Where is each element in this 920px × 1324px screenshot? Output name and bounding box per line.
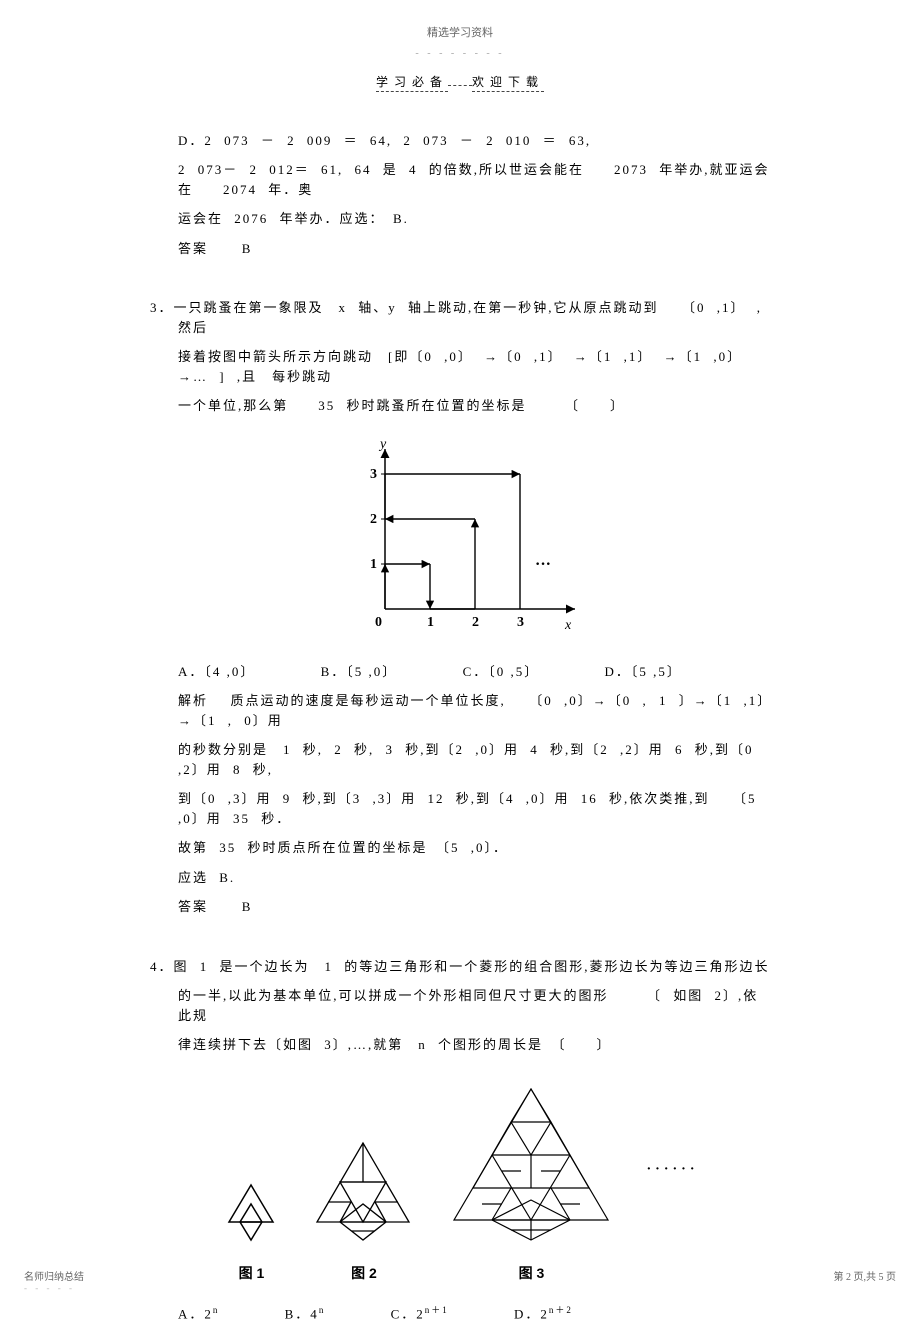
q4-dots: ······ bbox=[646, 1159, 698, 1210]
q4-line2: 的一半,以此为基本单位,可以拼成一个外形相同但尺寸更大的图形 〔 如图 2〕,依… bbox=[150, 986, 770, 1025]
footer-right: 第 2 页,共 5 页 bbox=[834, 1270, 897, 1285]
q3-text1: 一只跳蚤在第一象限及 x 轴、y 轴上跳动,在第一秒钟,它从原点跳动到 〔0 ,… bbox=[174, 300, 763, 335]
header-right: 欢迎下载 bbox=[472, 75, 544, 92]
q3-block: 3．一只跳蚤在第一象限及 x 轴、y 轴上跳动,在第一秒钟,它从原点跳动到 〔0… bbox=[150, 298, 770, 917]
q4-num: 4． bbox=[150, 959, 174, 974]
q4-optC: C．2n＋1 bbox=[391, 1304, 449, 1324]
q3-sol2: 的秒数分别是 1 秒, 2 秒, 3 秒,到〔2 ,0〕用 4 秒,到〔2 ,2… bbox=[150, 740, 770, 779]
q4-fig3-label: 图 3 bbox=[446, 1263, 616, 1284]
page: 精选学习资料 - - - - - - - - 学习必备 欢迎下载 D．2 073 … bbox=[0, 0, 920, 1303]
q4-figures: 图 1 bbox=[150, 1085, 770, 1285]
q3-ans-val: B bbox=[242, 899, 253, 914]
q3-line3: 一个单位,那么第 35 秒时跳蚤所在位置的坐标是 〔 〕 bbox=[150, 396, 770, 416]
q4-fig3-col: 图 3 bbox=[446, 1085, 616, 1285]
q4-fig3 bbox=[446, 1085, 616, 1250]
q4-options: A．2n B．4n C．2n＋1 D．2n＋2 bbox=[150, 1304, 770, 1324]
top-note: 精选学习资料 bbox=[150, 25, 770, 42]
svg-text:1: 1 bbox=[427, 615, 434, 630]
q2-answer: 答案 B bbox=[150, 239, 770, 259]
q3-answer: 答案 B bbox=[150, 897, 770, 917]
svg-text:y: y bbox=[378, 437, 387, 452]
q2-solution-block: D．2 073 － 2 009 ＝ 64, 2 073 － 2 010 ＝ 63… bbox=[150, 131, 770, 259]
q3-optC: C．〔0 ,5〕 bbox=[463, 662, 540, 682]
svg-text:1: 1 bbox=[370, 557, 377, 572]
q4-optD: D．2n＋2 bbox=[514, 1304, 573, 1324]
svg-text:0: 0 bbox=[375, 615, 382, 630]
svg-text:2: 2 bbox=[370, 512, 377, 527]
q3-line1: 3．一只跳蚤在第一象限及 x 轴、y 轴上跳动,在第一秒钟,它从原点跳动到 〔0… bbox=[150, 298, 770, 337]
q3-optB: B．〔5 ,0〕 bbox=[321, 662, 398, 682]
q4-line3: 律连续拼下去〔如图 3〕,…,就第 n 个图形的周长是 〔 〕 bbox=[150, 1035, 770, 1055]
q4-fig2-col: 图 2 bbox=[311, 1140, 416, 1285]
svg-text:···: ··· bbox=[535, 556, 551, 573]
q4-fig1 bbox=[221, 1180, 281, 1250]
svg-text:3: 3 bbox=[370, 467, 377, 482]
q4-optA: A．2n bbox=[178, 1304, 219, 1324]
q3-sol4: 故第 35 秒时质点所在位置的坐标是 〔5 ,0〕． bbox=[150, 838, 770, 858]
q4-block: 4．图 1 是一个边长为 1 的等边三角形和一个菱形的组合图形,菱形边长为等边三… bbox=[150, 957, 770, 1324]
q3-optD: D．〔5 ,5〕 bbox=[604, 662, 681, 682]
q3-ans-label: 答案 bbox=[178, 899, 208, 914]
q2-ans-val: B bbox=[242, 241, 253, 256]
svg-text:2: 2 bbox=[472, 615, 479, 630]
q4-fig2 bbox=[311, 1140, 416, 1250]
q3-optA: A．〔4 ,0〕 bbox=[178, 662, 255, 682]
q3-sol1: 解析 质点运动的速度是每秒运动一个单位长度, 〔0 ,0〕→〔0 , 1 〕→〔… bbox=[150, 691, 770, 730]
q2-line3: 运会在 2076 年举办．应选： B. bbox=[150, 209, 770, 229]
top-dashes: - - - - - - - - bbox=[150, 46, 770, 61]
q4-fig1-col: 图 1 bbox=[221, 1180, 281, 1285]
q3-sol3: 到〔0 ,3〕用 9 秒,到〔3 ,3〕用 12 秒,到〔4 ,0〕用 16 秒… bbox=[150, 789, 770, 828]
q4-fig1-label: 图 1 bbox=[221, 1263, 281, 1284]
q3-line2: 接着按图中箭头所示方向跳动 [即〔0 ,0〕 →〔0 ,1〕 →〔1 ,1〕 →… bbox=[150, 347, 770, 386]
header-line: 学习必备 欢迎下载 bbox=[150, 73, 770, 91]
q2-ans-label: 答案 bbox=[178, 241, 208, 256]
footer-dashes: - - - - - bbox=[24, 1282, 75, 1296]
header-left: 学习必备 bbox=[376, 75, 448, 92]
q3-sol5: 应选 B. bbox=[150, 868, 770, 888]
q2-line2: 2 073－ 2 012＝ 61, 64 是 4 的倍数,所以世运会能在 207… bbox=[150, 160, 770, 199]
svg-text:3: 3 bbox=[517, 615, 524, 630]
q4-optB: B．4n bbox=[285, 1304, 326, 1324]
q4-fig2-label: 图 2 bbox=[311, 1263, 416, 1284]
svg-text:x: x bbox=[564, 618, 572, 633]
q4-line1: 4．图 1 是一个边长为 1 的等边三角形和一个菱形的组合图形,菱形边长为等边三… bbox=[150, 957, 770, 977]
q3-options: A．〔4 ,0〕 B．〔5 ,0〕 C．〔0 ,5〕 D．〔5 ,5〕 bbox=[150, 662, 770, 682]
q3-chart: 1 2 3 1 2 3 0 x y ··· bbox=[330, 434, 590, 644]
q3-num: 3． bbox=[150, 300, 174, 315]
q2-lineD: D．2 073 － 2 009 ＝ 64, 2 073 － 2 010 ＝ 63… bbox=[150, 131, 770, 151]
